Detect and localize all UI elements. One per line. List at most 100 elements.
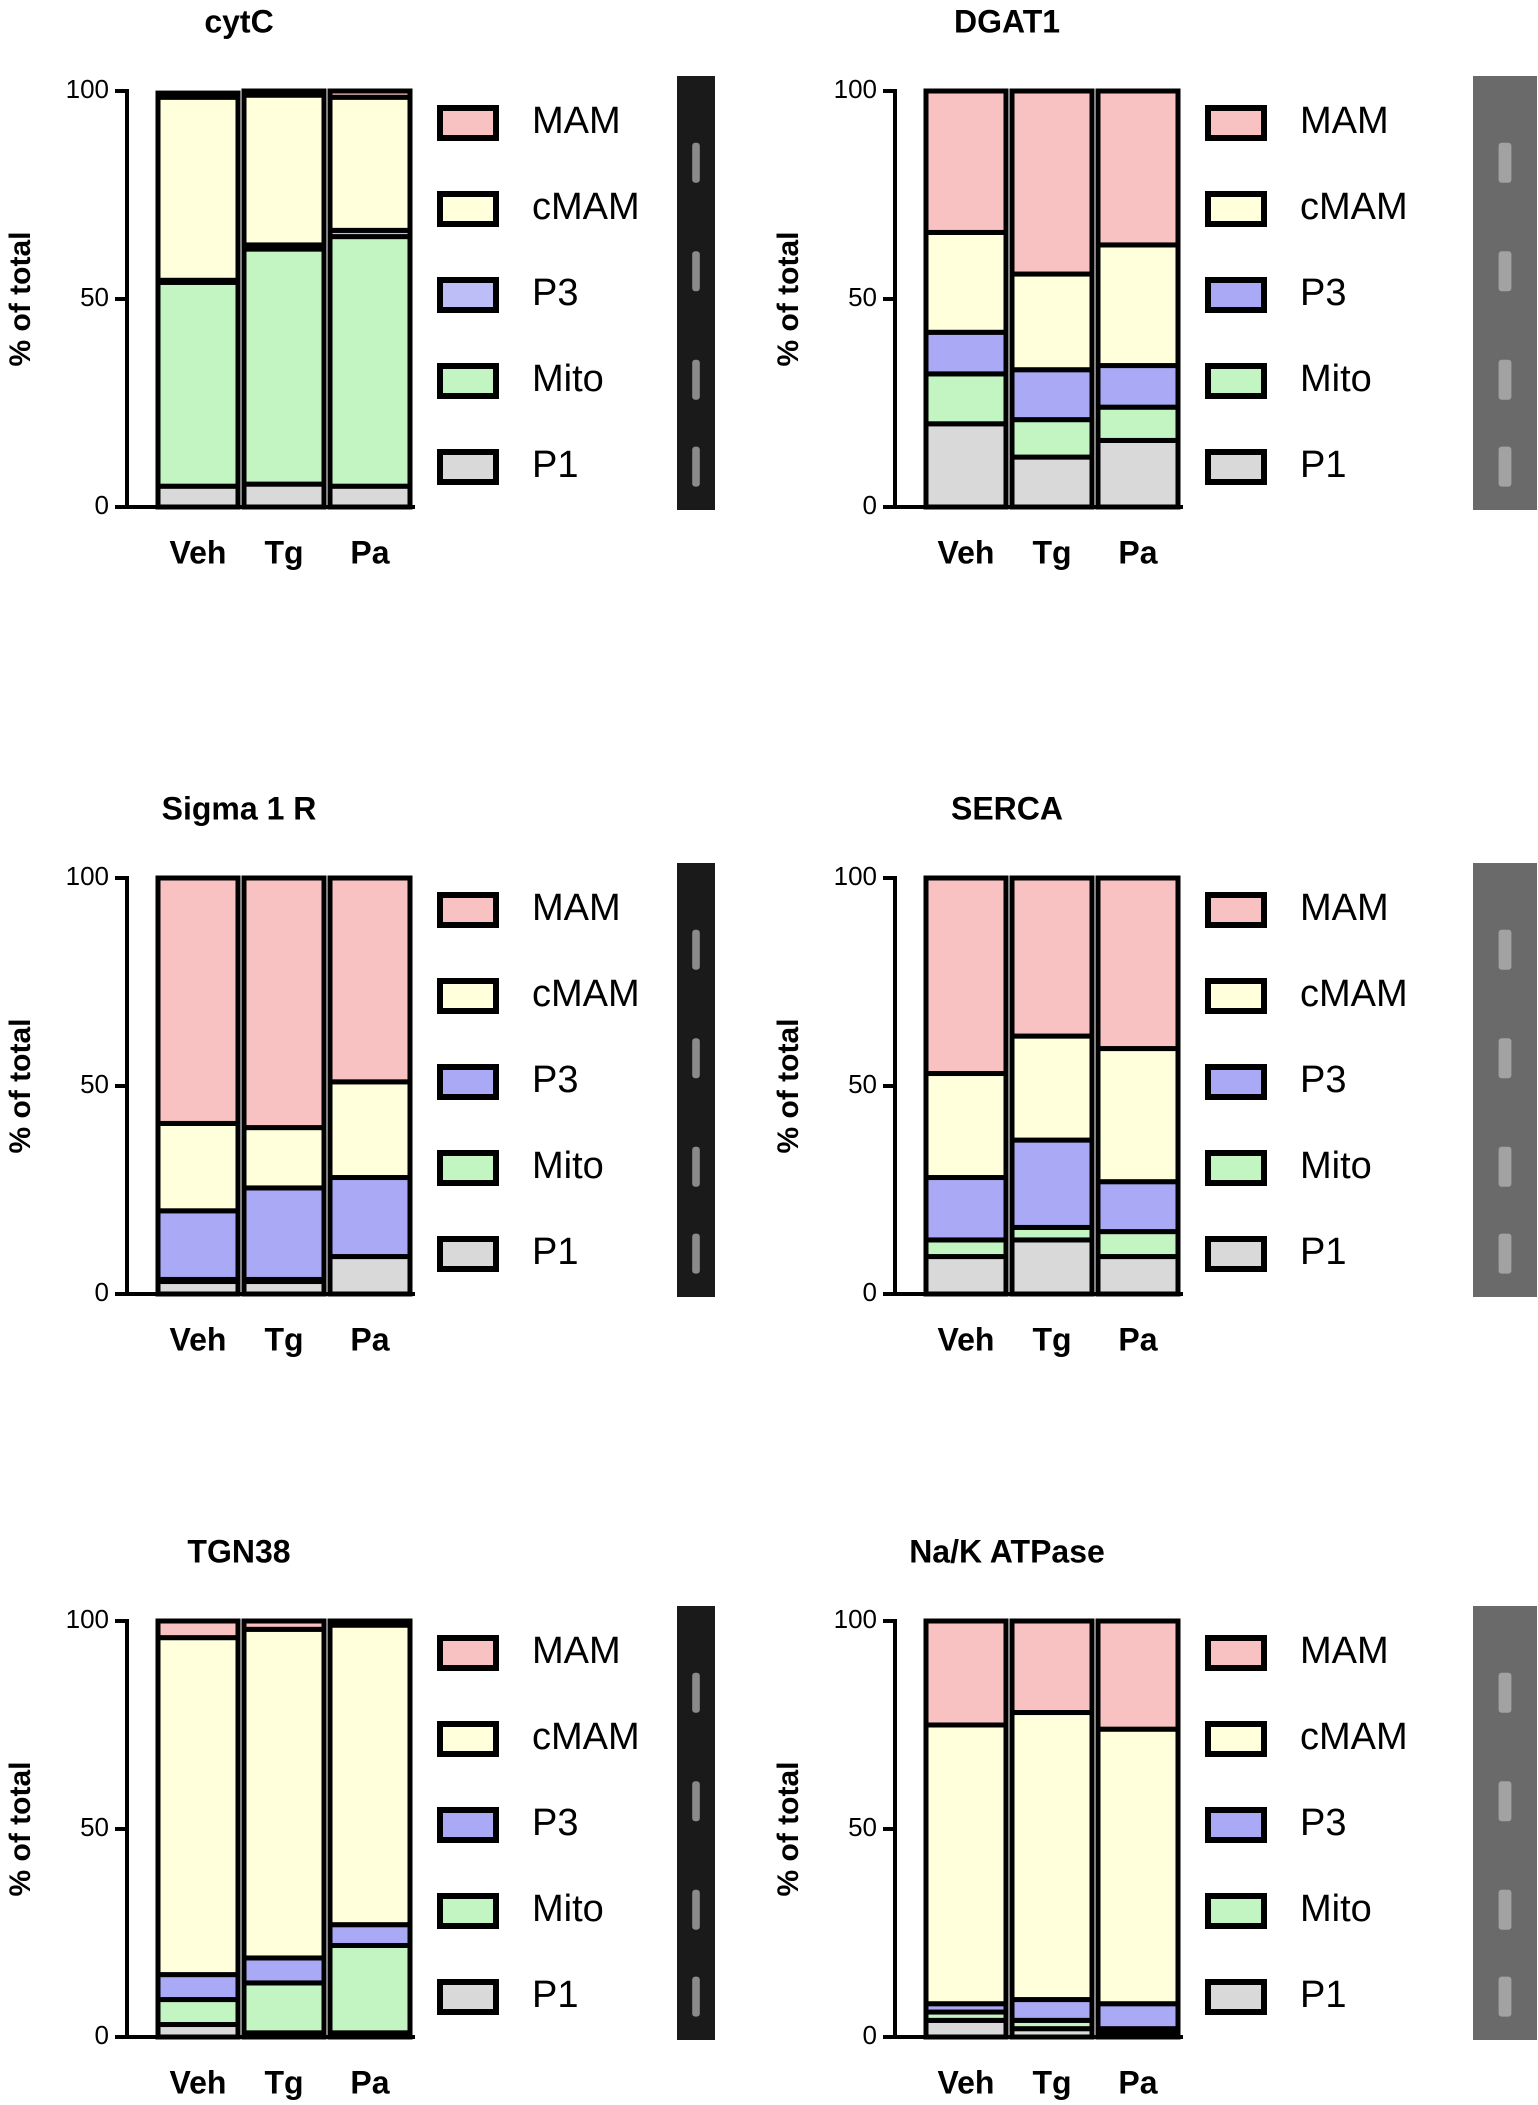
legend-swatch [1205,1979,1267,2015]
bar-segment [1009,875,1095,1039]
y-tick-label: 100 [834,1604,877,1634]
y-tick-label: 100 [834,74,877,104]
bar-segment [241,92,327,248]
blot-band [1498,446,1512,487]
bar-segment [1009,88,1095,277]
chart-title: SERCA [951,790,1063,826]
bar-segment [327,875,413,1085]
y-tick-label: 0 [863,1277,877,1307]
legend-swatch [437,1893,499,1929]
blot-band [692,251,700,292]
legend-label: cMAM [1300,1716,1408,1758]
bar-segment [1009,417,1095,460]
bar-segment [1095,1046,1181,1185]
blot-band [1498,929,1512,970]
bar-segment [241,875,327,1131]
bar-segment [327,483,413,510]
legend-label: P1 [532,1974,578,2016]
bar-segment [327,1254,413,1297]
blot-band [1498,1672,1512,1713]
y-tick-label: 100 [66,1604,109,1634]
bar-segment [155,1972,241,2003]
bar-segment [923,1618,1009,1728]
legend-label: cMAM [532,1716,640,1758]
legend-swatch [1205,449,1267,485]
bar-segment [1009,1618,1095,1716]
y-axis-label: % of total [4,1019,37,1154]
blot-band [692,1889,700,1930]
legend-label: cMAM [532,186,640,228]
legend-swatch [437,978,499,1014]
bar-segment [923,229,1009,335]
bar-segment [923,88,1009,235]
legend-label: MAM [532,100,621,142]
y-axis-label: % of total [772,1019,805,1154]
bar-segment [1009,1033,1095,1143]
x-tick-label: Tg [264,534,303,570]
bar-segment [1009,1237,1095,1297]
y-tick-label: 100 [66,74,109,104]
blot-band [692,1976,700,2017]
y-tick-label: 0 [95,2020,109,2050]
bar-segment [1009,1997,1095,2023]
bar-segment [1009,271,1095,373]
bar-segment [327,1922,413,1948]
legend-label: MAM [532,1630,621,1672]
blot-image [1473,76,1537,510]
legend-swatch [437,1721,499,1757]
y-tick-label: 50 [80,1812,109,1842]
legend-swatch [1205,1635,1267,1671]
bar-segment [1095,2001,1181,2032]
legend-label: P3 [1300,1802,1346,1844]
legend-label: cMAM [1300,973,1408,1015]
chart-title: Sigma 1 R [162,790,317,826]
x-tick-label: Pa [1118,2064,1157,2100]
bar-segment [327,1622,413,1928]
blot-image [1473,1606,1537,2040]
bar-segment [1095,1618,1181,1732]
blot-band [1498,251,1512,292]
legend-label: P3 [532,1059,578,1101]
legend-swatch [437,1236,499,1272]
bar-segment [155,483,241,510]
x-tick-label: Veh [938,1321,995,1357]
legend-swatch [1205,1807,1267,1843]
bar-segment [241,1955,327,1986]
panel: TGN38 % of total 0 50 100 Veh Tg Pa P1 Mito P3 cMAM… [4,1533,715,2100]
bar-segment [155,90,241,100]
legend-label: Mito [532,1145,604,1187]
blot-band [692,1672,700,1713]
legend-swatch [1205,277,1267,313]
chart-title: cytC [204,3,273,39]
blot-band [1498,1976,1512,2017]
blot-band [692,929,700,970]
legend-swatch [437,277,499,313]
y-tick-label: 50 [80,1069,109,1099]
legend-swatch [1205,191,1267,227]
legend-swatch [1205,105,1267,141]
legend-swatch [437,1807,499,1843]
blot-image [677,1606,715,2040]
blot-band [692,359,700,400]
blot-band [692,1146,700,1187]
legend-swatch [437,191,499,227]
chart-title: DGAT1 [954,3,1060,39]
legend-swatch [437,363,499,399]
legend-swatch [1205,1064,1267,1100]
legend-swatch [1205,892,1267,928]
bar-segment [1095,1726,1181,2007]
bar-segment [327,1079,413,1181]
y-tick-label: 0 [95,1277,109,1307]
bar-segment [241,1618,327,1632]
x-tick-label: Tg [1032,534,1071,570]
bar-segment [1095,1229,1181,1260]
chart-title: TGN38 [187,1533,290,1569]
bar-segment [155,1997,241,2028]
bar-segment [923,1071,1009,1181]
blot-band [1498,1038,1512,1079]
blot-band [692,1233,700,1274]
y-tick-label: 0 [95,490,109,520]
legend-swatch [437,1064,499,1100]
bar-segment [1009,367,1095,423]
bar-segment [155,279,241,489]
